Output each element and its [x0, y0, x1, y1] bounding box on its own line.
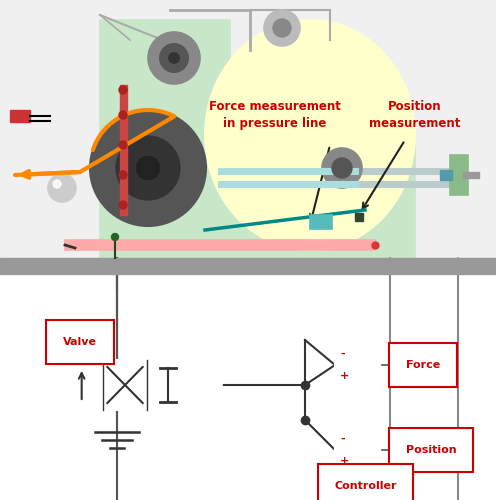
Bar: [60, 360, 190, 410]
Circle shape: [169, 53, 179, 63]
Bar: [10, 110, 30, 122]
Circle shape: [148, 32, 200, 84]
Bar: [355, 213, 363, 221]
Circle shape: [264, 10, 300, 46]
Bar: [65, 240, 375, 250]
Circle shape: [119, 86, 127, 94]
Circle shape: [119, 171, 127, 179]
Text: Position: Position: [406, 445, 457, 455]
Text: Force: Force: [406, 360, 440, 370]
Bar: [218, 181, 358, 187]
Circle shape: [112, 234, 119, 240]
Polygon shape: [335, 340, 380, 390]
Circle shape: [136, 156, 160, 180]
Text: +: +: [340, 371, 349, 381]
Text: Controller: Controller: [334, 481, 397, 491]
Bar: [440, 170, 452, 180]
Bar: [358, 181, 458, 187]
Circle shape: [119, 111, 127, 119]
Bar: [0, 0, 496, 258]
Circle shape: [332, 158, 352, 178]
Bar: [218, 168, 358, 174]
Circle shape: [119, 201, 127, 209]
Circle shape: [322, 148, 362, 188]
Text: Valve: Valve: [63, 337, 97, 347]
Polygon shape: [192, 368, 214, 402]
Ellipse shape: [205, 20, 415, 250]
Bar: [463, 172, 479, 178]
Circle shape: [48, 174, 76, 202]
Bar: [100, 20, 230, 258]
Circle shape: [53, 180, 61, 188]
Bar: [380, 434, 400, 466]
Circle shape: [160, 44, 188, 72]
Text: +: +: [340, 456, 349, 466]
Bar: [120, 85, 127, 215]
Circle shape: [273, 19, 291, 37]
Polygon shape: [335, 425, 380, 475]
Bar: [358, 168, 458, 174]
Text: -: -: [340, 434, 345, 444]
Bar: [380, 349, 400, 381]
Text: Force measurement
in pressure line: Force measurement in pressure line: [209, 100, 341, 130]
Bar: [450, 155, 468, 195]
Text: Position
measurement: Position measurement: [370, 100, 461, 130]
Ellipse shape: [214, 368, 222, 402]
Text: -: -: [340, 349, 345, 359]
Circle shape: [90, 110, 206, 226]
Circle shape: [116, 136, 180, 200]
Bar: [310, 215, 332, 229]
Circle shape: [119, 141, 127, 149]
Bar: [0, 258, 496, 274]
Bar: [195, 140, 415, 258]
